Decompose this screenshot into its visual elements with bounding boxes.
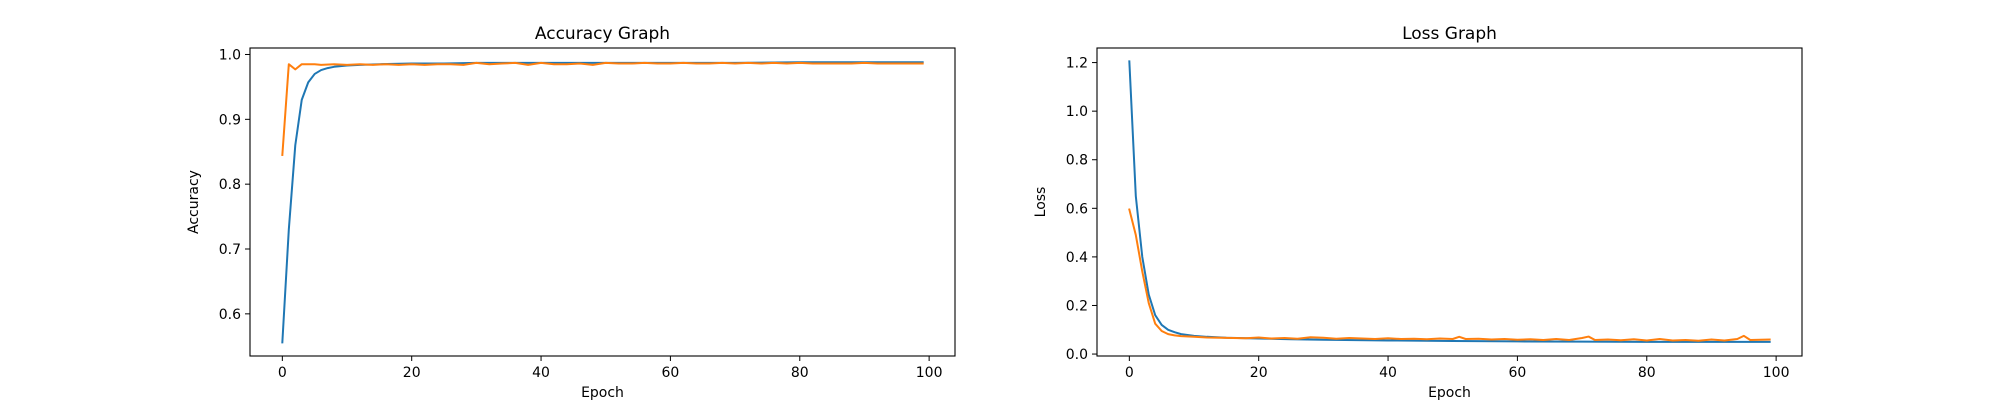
loss-y-axis-label: Loss bbox=[1033, 187, 1049, 218]
accuracy-series-line-2 bbox=[281, 61, 924, 157]
loss-y-tick-label: 0.8 bbox=[1066, 153, 1088, 169]
loss-series-line-1 bbox=[1128, 60, 1771, 343]
accuracy-series-line-1 bbox=[281, 61, 924, 344]
loss-x-tick-label: 0 bbox=[1125, 365, 1134, 381]
loss-axes-frame bbox=[1096, 47, 1803, 357]
accuracy-y-axis-label: Accuracy bbox=[186, 170, 202, 234]
accuracy-y-tick-label: 0.6 bbox=[219, 307, 241, 323]
loss-y-tick-label: 0.4 bbox=[1066, 250, 1088, 266]
loss-y-tick-label: 1.2 bbox=[1066, 56, 1088, 72]
accuracy-x-tick-label: 80 bbox=[791, 365, 809, 381]
loss-y-tick-label: 0.2 bbox=[1066, 298, 1088, 314]
accuracy-x-tick-label: 20 bbox=[403, 365, 421, 381]
loss-chart-title: Loss Graph bbox=[1402, 24, 1497, 44]
accuracy-x-tick-label: 60 bbox=[661, 365, 679, 381]
accuracy-x-tick-label: 100 bbox=[916, 365, 943, 381]
accuracy-y-tick-label: 0.9 bbox=[219, 112, 241, 128]
accuracy-y-tick-label: 1.0 bbox=[219, 47, 241, 63]
accuracy-chart: 0 20 40 60 80 100 0.6 0.7 0.8 0.9 1.0 Accuracy Grap… bbox=[186, 24, 956, 401]
loss-x-tick-label: 40 bbox=[1379, 365, 1397, 381]
accuracy-y-tick-label: 0.7 bbox=[219, 242, 241, 258]
loss-chart: 0 20 40 60 80 100 0.0 0.2 0.4 0.6 0.8 1.0 1.2 Loss Gr… bbox=[1033, 24, 1803, 401]
loss-x-tick-label: 80 bbox=[1638, 365, 1656, 381]
loss-x-tick-label: 20 bbox=[1250, 365, 1268, 381]
loss-x-tick-label: 100 bbox=[1763, 365, 1790, 381]
accuracy-axes-frame bbox=[249, 47, 956, 357]
loss-x-axis-label: Epoch bbox=[1428, 385, 1471, 400]
accuracy-x-tick-label: 40 bbox=[532, 365, 550, 381]
loss-y-tick-label: 0.6 bbox=[1066, 201, 1088, 217]
loss-y-tick-label: 0.0 bbox=[1066, 347, 1088, 363]
loss-x-tick-label: 60 bbox=[1508, 365, 1526, 381]
loss-y-tick-label: 1.0 bbox=[1066, 104, 1088, 120]
accuracy-y-tick-label: 0.8 bbox=[219, 177, 241, 193]
accuracy-x-tick-label: 0 bbox=[278, 365, 287, 381]
accuracy-chart-title: Accuracy Graph bbox=[535, 24, 670, 44]
loss-series-line-2 bbox=[1128, 208, 1771, 342]
accuracy-x-axis-label: Epoch bbox=[581, 385, 624, 400]
